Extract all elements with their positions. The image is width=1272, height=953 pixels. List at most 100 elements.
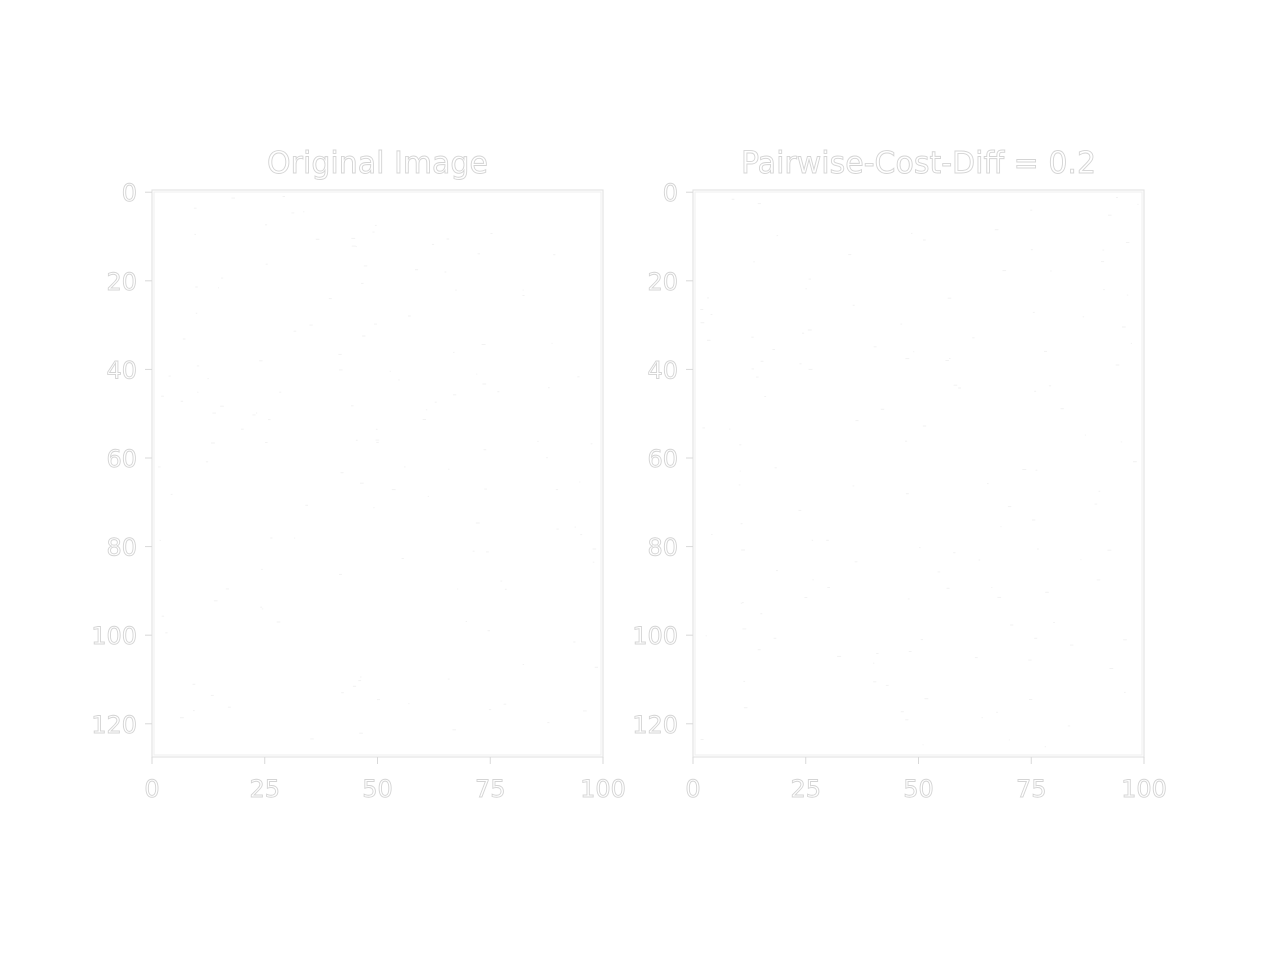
image-pixel xyxy=(303,211,304,212)
image-pixel xyxy=(1101,261,1104,262)
image-pixel xyxy=(428,496,429,497)
image-pixel xyxy=(752,368,754,369)
image-pixel xyxy=(908,598,910,599)
image-pixel xyxy=(497,391,499,392)
image-pixel xyxy=(206,461,208,462)
image-pixel xyxy=(228,707,231,708)
image-pixel xyxy=(432,244,434,245)
image-pixel xyxy=(1022,469,1026,470)
image-pixel xyxy=(211,443,215,444)
image-pixel xyxy=(392,489,396,490)
image-pixel xyxy=(901,324,903,325)
image-pixel xyxy=(374,324,377,325)
image-pixel xyxy=(1131,343,1132,344)
image-pixel xyxy=(919,547,920,548)
image-pixel xyxy=(758,649,761,650)
image-pixel xyxy=(947,588,950,589)
image-area xyxy=(152,190,603,757)
image-pixel xyxy=(799,363,801,364)
image-pixel xyxy=(339,369,343,370)
image-pixel xyxy=(553,254,555,255)
image-pixel xyxy=(707,340,711,341)
image-pixel xyxy=(593,549,597,550)
image-pixel xyxy=(548,387,550,388)
image-pixel xyxy=(700,309,703,310)
image-pixel xyxy=(294,331,297,332)
image-pixel xyxy=(547,722,549,723)
image-pixel xyxy=(261,569,263,570)
image-pixel xyxy=(214,600,218,601)
image-pixel xyxy=(375,225,377,226)
image-pixel xyxy=(292,212,295,213)
image-pixel xyxy=(448,469,449,470)
image-pixel xyxy=(253,414,256,415)
image-pixel xyxy=(279,392,281,393)
image-pixel xyxy=(949,358,951,359)
image-pixel xyxy=(1050,271,1051,272)
image-pixel xyxy=(488,630,491,631)
image-pixel xyxy=(1110,668,1114,669)
image-pixel xyxy=(523,295,525,296)
image-pixel xyxy=(426,409,427,410)
image-pixel xyxy=(181,401,183,402)
image-pixel xyxy=(501,581,503,582)
image-pixel xyxy=(739,484,741,485)
image-pixel xyxy=(954,385,958,386)
image-pixel xyxy=(905,358,909,359)
image-pixel xyxy=(546,457,548,458)
image-pixel xyxy=(212,413,216,414)
image-pixel xyxy=(751,337,753,338)
image-pixel xyxy=(777,235,779,236)
image-pixel xyxy=(1068,725,1070,726)
image-pixel xyxy=(373,507,374,508)
image-pixel xyxy=(1080,559,1081,560)
image-pixel xyxy=(341,472,344,473)
image-pixel xyxy=(855,561,858,562)
image-pixel xyxy=(996,712,998,713)
image-pixel xyxy=(283,196,285,197)
image-pixel xyxy=(1045,746,1046,747)
image-pixel xyxy=(575,527,576,528)
image-pixel xyxy=(1003,270,1007,271)
image-pixel xyxy=(1033,312,1035,313)
image-pixel xyxy=(221,278,223,279)
image-pixel xyxy=(476,523,480,524)
image-pixel xyxy=(744,707,748,708)
image-pixel xyxy=(911,233,912,234)
image-pixel xyxy=(1049,385,1051,386)
image-pixel xyxy=(826,540,829,541)
image-pixel xyxy=(1103,250,1105,251)
image-pixel xyxy=(1127,295,1128,296)
x-tick-label: 100 xyxy=(580,775,626,803)
x-tick-label: 0 xyxy=(144,775,159,803)
image-pixel xyxy=(701,739,704,740)
image-pixel xyxy=(360,483,364,484)
image-pixel xyxy=(505,589,507,590)
image-pixel xyxy=(452,729,456,730)
image-pixel xyxy=(158,466,160,467)
image-pixel xyxy=(353,686,356,687)
image-pixel xyxy=(208,378,209,379)
image-pixel xyxy=(256,413,257,414)
image-pixel xyxy=(473,551,475,552)
image-pixel xyxy=(1053,622,1055,623)
image-pixel xyxy=(218,287,219,288)
image-pixel xyxy=(573,642,575,643)
image-pixel xyxy=(266,264,268,265)
image-pixel xyxy=(809,279,811,280)
image-pixel xyxy=(356,246,357,247)
image-pixel xyxy=(194,234,196,235)
image-pixel xyxy=(923,426,926,427)
x-tick-label: 50 xyxy=(362,775,393,803)
image-pixel xyxy=(776,570,778,571)
image-pixel xyxy=(220,406,224,407)
panel-original-image: Original Image 0 25 50 75 100 0 20 40 60 80 100 120 xyxy=(91,146,626,803)
image-pixel xyxy=(1103,289,1105,290)
image-pixel xyxy=(1123,639,1127,640)
image-pixel xyxy=(160,540,161,541)
image-pixel xyxy=(557,529,559,530)
x-tick-label: 75 xyxy=(475,775,506,803)
image-pixel xyxy=(758,203,761,204)
image-pixel xyxy=(853,485,855,486)
image-pixel xyxy=(552,343,553,344)
